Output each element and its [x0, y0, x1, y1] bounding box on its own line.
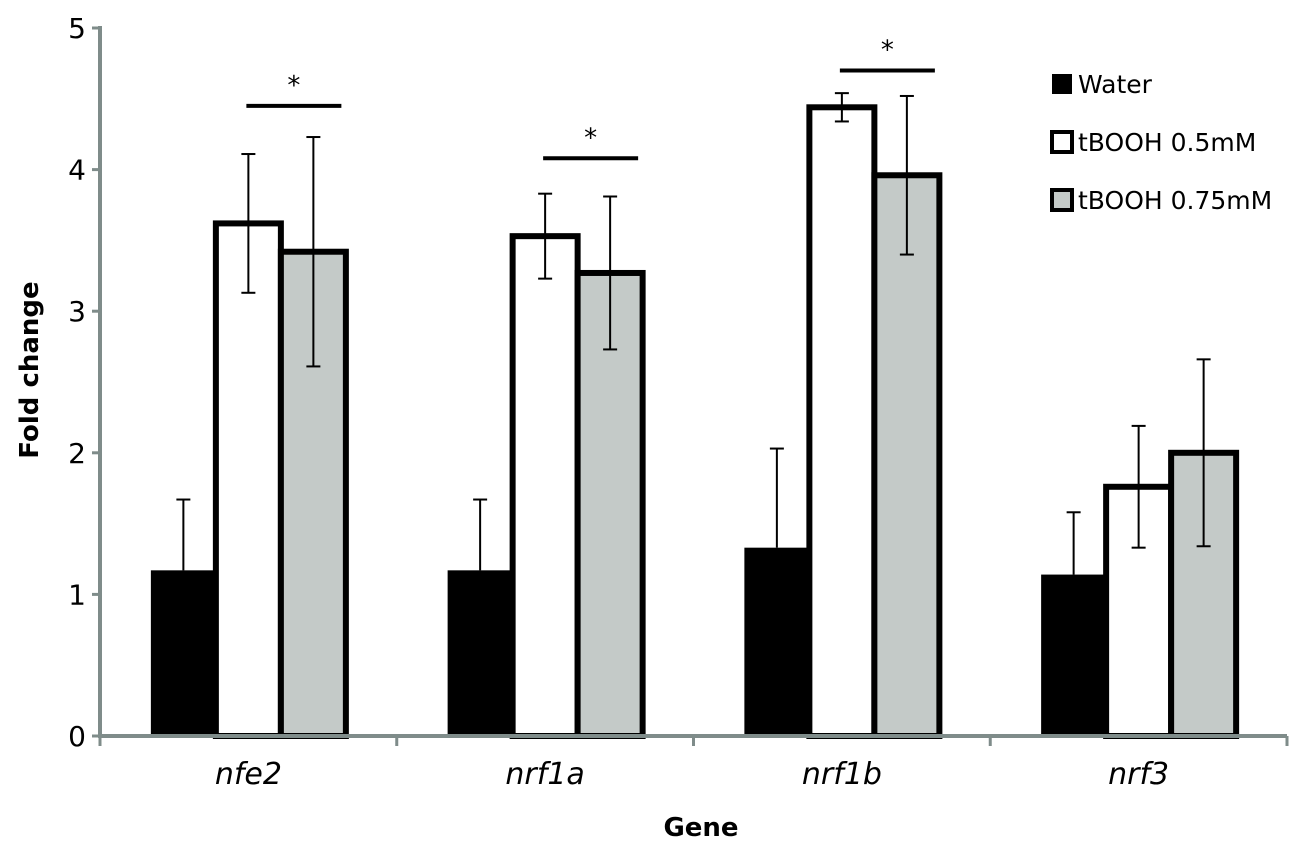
legend-item-water: Water	[1052, 70, 1153, 99]
x-tick-label-nrf1a: nrf1a	[505, 757, 584, 792]
significance-nrf1b: *	[839, 35, 935, 73]
y-tick-label-1: 1	[68, 578, 86, 611]
error-bar-tbooh-0.5mm-nrf1a	[538, 192, 553, 280]
legend: Water tBOOH 0.5mM tBOOH 0.75mM	[1050, 70, 1272, 215]
error-bar-tbooh-0.75mm-nrf1b	[899, 94, 914, 256]
error-bar-water-nrf1a	[473, 498, 488, 571]
axes-layer: 0 1 2 3 4 5 nfe2 nrf1a nrf1b nrf3	[68, 12, 1289, 792]
x-axis-title: Gene	[663, 813, 738, 843]
legend-item-tbooh-0.75mm: tBOOH 0.75mM	[1050, 186, 1272, 215]
significance-star: *	[584, 123, 597, 153]
bar-water-nrf1a	[447, 570, 513, 736]
bars-layer	[150, 104, 1240, 740]
legend-label: tBOOH 0.5mM	[1078, 128, 1256, 157]
error-bar-tbooh-0.5mm-nfe2	[241, 153, 256, 294]
error-bar-tbooh-0.5mm-nrf3	[1131, 424, 1146, 549]
legend-swatch	[1052, 74, 1072, 94]
error-bar-tbooh-0.75mm-nrf3	[1196, 358, 1211, 548]
error-bar-tbooh-0.75mm-nfe2	[306, 136, 321, 368]
significance-nrf1a: *	[543, 123, 639, 161]
legend-label: Water	[1078, 70, 1153, 99]
error-bar-tbooh-0.5mm-nrf1b	[834, 92, 849, 123]
y-tick-label-5: 5	[68, 12, 86, 45]
legend-swatch	[1050, 188, 1074, 212]
bar-tbooh-0.5mm-nrf1b	[806, 104, 878, 739]
significance-star: *	[287, 71, 300, 101]
error-bar-tbooh-0.75mm-nrf1a	[603, 195, 618, 351]
error-bar-water-nrf1b	[769, 447, 784, 548]
y-tick-label-0: 0	[68, 720, 86, 753]
y-tick-label-3: 3	[68, 295, 86, 328]
bar-tbooh-0.5mm-nfe2	[212, 220, 284, 739]
significance-star: *	[881, 35, 894, 65]
bar-tbooh-0.5mm-nrf1a	[509, 233, 581, 739]
bar-water-nfe2	[150, 570, 216, 736]
x-tick-label-nfe2: nfe2	[215, 757, 282, 792]
legend-label: tBOOH 0.75mM	[1078, 186, 1272, 215]
legend-item-tbooh-0.5mm: tBOOH 0.5mM	[1050, 128, 1256, 157]
bar-water-nrf1b	[744, 547, 810, 736]
y-tick-label-2: 2	[68, 437, 86, 470]
y-axis-title: Fold change	[15, 281, 45, 458]
error-bar-water-nfe2	[176, 498, 191, 571]
y-tick-label-4: 4	[68, 154, 86, 187]
legend-swatch	[1050, 130, 1074, 154]
significance-layer: * * *	[246, 35, 935, 161]
x-tick-label-nrf1b: nrf1b	[802, 757, 882, 792]
significance-nfe2: *	[246, 71, 342, 108]
error-bars-layer	[176, 92, 1211, 575]
bar-tbooh-0.75mm-nrf1b	[871, 172, 943, 740]
error-bar-water-nrf3	[1066, 511, 1081, 575]
bar-water-nrf3	[1041, 574, 1107, 736]
x-tick-label-nrf3: nrf3	[1108, 757, 1169, 792]
